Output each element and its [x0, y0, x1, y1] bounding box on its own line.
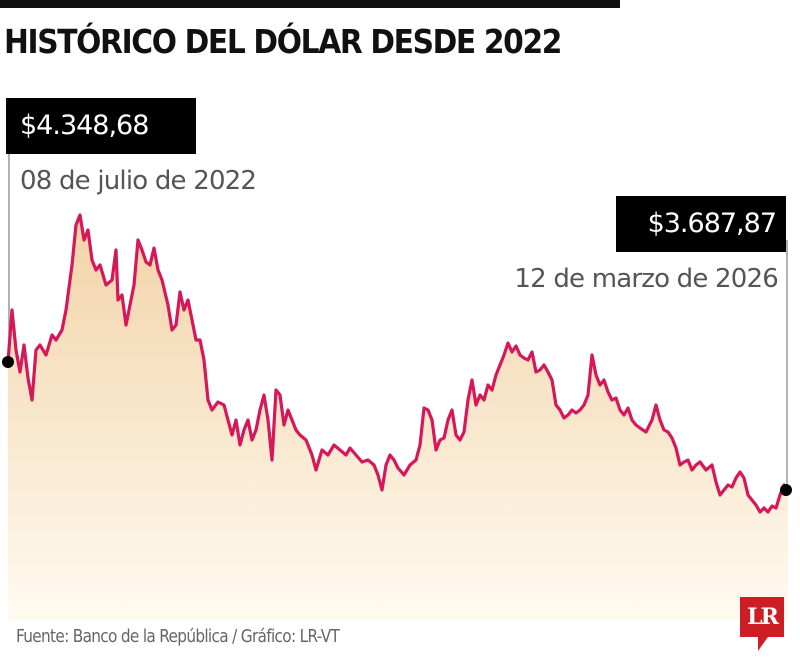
- start-value-label: $4.348,68: [6, 98, 196, 154]
- end-date-label: 12 de marzo de 2026: [514, 264, 778, 294]
- start-marker: [2, 356, 14, 368]
- chart-title: HISTÓRICO DEL DÓLAR DESDE 2022: [4, 22, 562, 61]
- start-date-label: 08 de julio de 2022: [20, 166, 257, 196]
- price-line: [6, 213, 790, 514]
- area-fill: [8, 215, 788, 620]
- end-value-label: $3.687,87: [616, 196, 786, 252]
- top-rule: [0, 0, 620, 8]
- end-marker: [780, 484, 792, 496]
- source-credit: Fuente: Banco de la República / Gráfico:…: [16, 626, 340, 647]
- lr-logo: LR: [740, 597, 784, 651]
